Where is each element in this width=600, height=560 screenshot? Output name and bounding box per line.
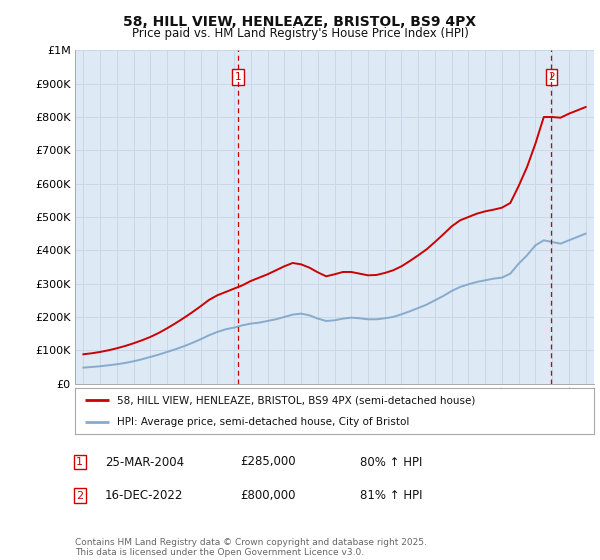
Text: £800,000: £800,000: [240, 489, 296, 502]
Text: 58, HILL VIEW, HENLEAZE, BRISTOL, BS9 4PX (semi-detached house): 58, HILL VIEW, HENLEAZE, BRISTOL, BS9 4P…: [116, 395, 475, 405]
Text: 16-DEC-2022: 16-DEC-2022: [105, 489, 184, 502]
Text: 58, HILL VIEW, HENLEAZE, BRISTOL, BS9 4PX: 58, HILL VIEW, HENLEAZE, BRISTOL, BS9 4P…: [124, 15, 476, 29]
Text: Price paid vs. HM Land Registry's House Price Index (HPI): Price paid vs. HM Land Registry's House …: [131, 27, 469, 40]
Text: 1: 1: [235, 72, 241, 82]
Text: Contains HM Land Registry data © Crown copyright and database right 2025.
This d: Contains HM Land Registry data © Crown c…: [75, 538, 427, 557]
Text: 2: 2: [548, 72, 555, 82]
Text: 2: 2: [76, 491, 83, 501]
Text: 1: 1: [76, 457, 83, 467]
Text: HPI: Average price, semi-detached house, City of Bristol: HPI: Average price, semi-detached house,…: [116, 417, 409, 427]
Text: 81% ↑ HPI: 81% ↑ HPI: [360, 489, 422, 502]
Text: 25-MAR-2004: 25-MAR-2004: [105, 455, 184, 469]
Text: 80% ↑ HPI: 80% ↑ HPI: [360, 455, 422, 469]
Text: £285,000: £285,000: [240, 455, 296, 469]
